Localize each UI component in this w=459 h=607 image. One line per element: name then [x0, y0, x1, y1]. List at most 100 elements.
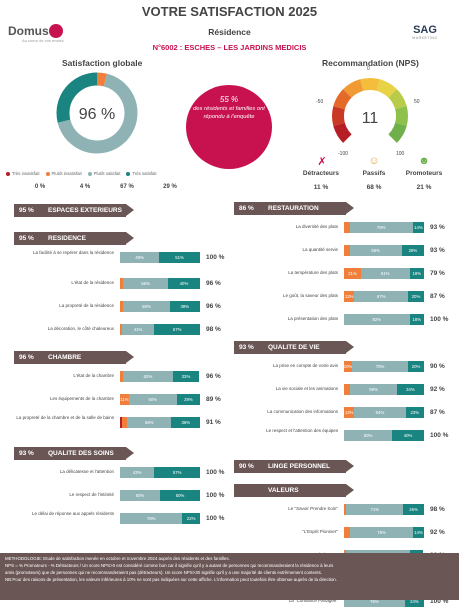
section-title: LINGE PERSONNEL — [268, 463, 331, 470]
bar-segment: 23% — [405, 407, 424, 418]
item-bar: 71% 26% — [344, 504, 424, 515]
item-bar: 58% 34% — [344, 384, 424, 395]
item-bar: 56% 36% — [120, 417, 200, 428]
bar-segment: 36% — [171, 417, 200, 428]
item-bar: 50% 50% — [120, 490, 200, 501]
section-title: ESPACES EXTERIEURS — [48, 207, 122, 214]
legend-pct: 29 % — [163, 184, 177, 190]
sag-logo: SAG MARKETING — [402, 24, 448, 40]
item-score: 93 % — [430, 247, 445, 254]
bar-segment: 64% — [354, 407, 406, 418]
passive-pct: 68 % — [366, 184, 382, 191]
section-arrow-icon — [126, 204, 134, 216]
section-title: QUALITE DES SOINS — [48, 450, 114, 457]
item-label: La facilité à se repérer dans la résiden… — [32, 250, 114, 255]
section-header: 93 % QUALITE DES SOINS — [14, 447, 134, 460]
item-label: La communication des informations — [267, 409, 338, 414]
bar-segment: 82% — [344, 314, 410, 325]
bar-segment: 40% — [392, 430, 424, 441]
satisfaction-heading: Satisfaction globale — [62, 58, 143, 68]
item-bar: 43% 57% — [120, 467, 200, 478]
section-header: 93 % QUALITE DE VIE — [234, 341, 354, 354]
legend-item: Plutôt insatisfait — [45, 171, 82, 176]
satisfaction-donut: 96 % — [56, 72, 138, 154]
item-bar: 10% 70% 20% — [344, 361, 424, 372]
bar-segment: 28% — [401, 245, 424, 256]
item-score: 98 % — [206, 326, 221, 333]
legend-pct: 67 % — [120, 184, 134, 190]
item-bar: 60% 40% — [344, 430, 424, 441]
item-bar: 58% 38% — [120, 301, 200, 312]
item-score: 100 % — [206, 254, 225, 261]
item-label: La décoration, le côté chaleureux — [47, 326, 114, 331]
item-label: Le respect de l'intimité — [69, 492, 114, 497]
bar-segment: 67% — [354, 291, 408, 302]
section-score: 90 % — [239, 463, 254, 470]
bar-segment: 50% — [160, 490, 200, 501]
item-bar: 78% 22% — [120, 513, 200, 524]
bar-segment: 34% — [396, 384, 424, 395]
bar-segment: 56% — [123, 278, 168, 289]
section-arrow-icon — [346, 460, 354, 472]
item-label: La quantité servie — [302, 247, 338, 252]
bar-segment: 50% — [120, 490, 160, 501]
bar-segment: 18% — [409, 314, 424, 325]
bar-segment — [120, 324, 122, 335]
item-bar: 78% 14% — [344, 527, 424, 538]
promoter-icon: ☻ — [418, 155, 430, 167]
promoter-label: Promoteurs — [405, 170, 443, 177]
section-title: RESTAURATION — [268, 205, 319, 212]
section-header: 86 % RESTAURATION — [234, 202, 354, 215]
item-score: 100 % — [206, 515, 225, 522]
page-title: VOTRE SATISFACTION 2025 — [141, 4, 318, 19]
item-bar: 66% 28% — [344, 245, 424, 256]
nps-tick-100: 100 — [396, 151, 405, 157]
bar-segment: 58% — [350, 384, 397, 395]
bar-segment — [121, 417, 128, 428]
bar-segment: 78% — [120, 513, 183, 524]
domus-logo-tagline: Au coeur de vos envies — [22, 38, 64, 43]
item-score: 100 % — [430, 432, 449, 439]
bar-segment: 57% — [154, 467, 200, 478]
bar-segment: 41% — [121, 324, 155, 335]
methodology-line: amis (promoteurs) que de personnes qui n… — [5, 570, 322, 576]
bar-segment — [344, 222, 350, 233]
section-title: CHAMBRE — [48, 354, 82, 361]
item-score: 96 % — [206, 280, 221, 287]
bar-segment: 60% — [344, 430, 392, 441]
bar-segment: 43% — [120, 467, 155, 478]
item-score: 92 % — [430, 529, 445, 536]
item-label: La propreté de la résidence — [59, 303, 114, 308]
section-header: VALEURS — [234, 484, 354, 497]
legend-dot-icon — [45, 171, 50, 176]
item-label: L'état de la chambre — [73, 373, 114, 378]
bar-segment: 13% — [344, 291, 355, 302]
item-label: Les équipements de la chambre — [49, 396, 114, 401]
bar-segment — [120, 371, 124, 382]
bar-segment: 18% — [409, 268, 424, 279]
item-score: 100 % — [430, 316, 449, 323]
nps-tick-0: 0 — [367, 66, 370, 72]
passive-label: Passifs — [362, 170, 386, 177]
section-score: 95 % — [19, 235, 34, 242]
item-bar: 13% 64% 23% — [344, 407, 424, 418]
bar-segment — [344, 504, 347, 515]
legend-dot-icon — [6, 171, 10, 176]
center-name: N°6002 : ESCHES – LES JARDINS MEDICIS — [152, 43, 307, 52]
detractor-icon: ✗ — [317, 156, 327, 168]
item-score: 100 % — [206, 492, 225, 499]
section-header: 90 % LINGE PERSONNEL — [234, 460, 354, 473]
legend-pct: 0 % — [34, 184, 46, 190]
item-bar: 62% 33% — [120, 371, 200, 382]
bar-segment — [344, 527, 351, 538]
bar-segment: 14% — [412, 527, 424, 538]
satisfaction-value: 96 % — [79, 106, 115, 123]
section-arrow-icon — [346, 484, 354, 496]
section-arrow-icon — [126, 351, 134, 363]
bar-segment: 66% — [349, 245, 402, 256]
page-subtitle: Résidence — [208, 27, 251, 37]
bar-segment: 21% — [344, 268, 361, 279]
detractor-label: Détracteurs — [302, 170, 340, 177]
item-score: 98 % — [430, 506, 445, 513]
item-label: La propreté de la chambre et de la salle… — [16, 415, 114, 420]
